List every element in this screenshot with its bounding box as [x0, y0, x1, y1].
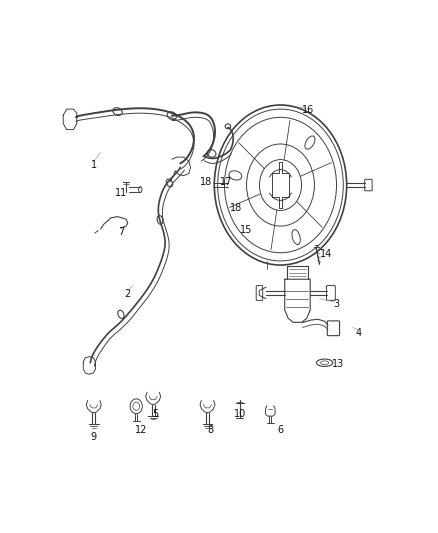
Text: 16: 16 [301, 105, 314, 115]
Text: 15: 15 [240, 225, 253, 235]
Text: 3: 3 [333, 299, 339, 309]
Text: 13: 13 [332, 359, 344, 369]
Text: 4: 4 [356, 328, 362, 338]
Text: 14: 14 [320, 248, 332, 259]
Text: 9: 9 [91, 432, 97, 442]
Text: 7: 7 [118, 227, 124, 237]
Text: 8: 8 [208, 425, 214, 435]
Text: 17: 17 [220, 177, 233, 187]
Text: 18: 18 [200, 177, 212, 187]
Text: 12: 12 [135, 425, 148, 435]
Text: 6: 6 [277, 425, 283, 435]
Text: 2: 2 [124, 289, 131, 299]
Text: 18: 18 [230, 204, 243, 213]
Text: 5: 5 [152, 409, 158, 418]
Text: 1: 1 [91, 159, 97, 169]
Text: 10: 10 [233, 409, 246, 418]
Text: 11: 11 [115, 188, 127, 198]
